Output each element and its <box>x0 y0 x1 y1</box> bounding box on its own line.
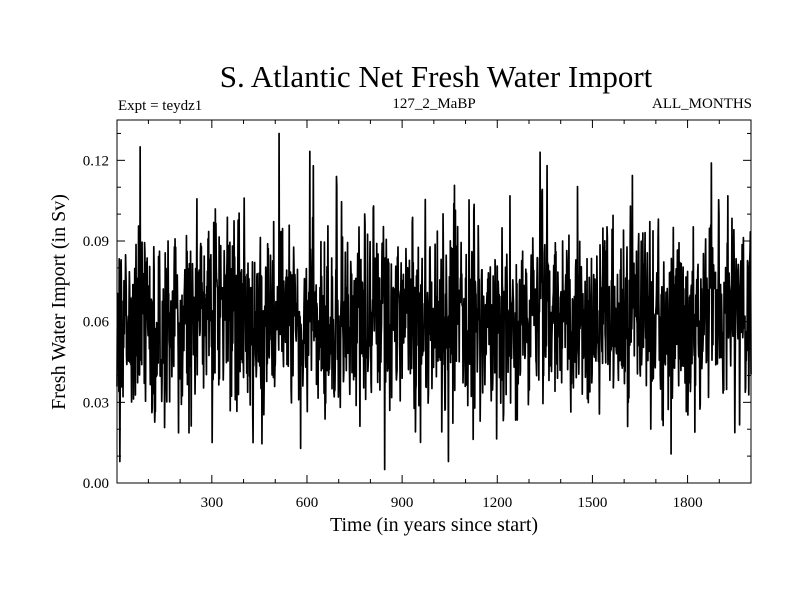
x-axis-label: Time (in years since start) <box>330 514 538 536</box>
x-tick-label: 300 <box>201 495 224 511</box>
y-axis: 0.00 0.03 0.06 0.09 0.12 <box>83 132 751 492</box>
y-tick-label: 0.03 <box>83 395 109 411</box>
chart-subtitle-center: 127_2_MaBP <box>392 96 475 112</box>
x-tick-label: 1500 <box>577 495 607 511</box>
y-tick-label: 0.12 <box>83 153 109 169</box>
x-tick-label: 1200 <box>482 495 512 511</box>
y-tick-label: 0.06 <box>83 315 110 331</box>
chart-subtitle-right: ALL_MONTHS <box>652 96 752 112</box>
x-tick-label: 1800 <box>673 495 703 511</box>
y-tick-label: 0.09 <box>83 234 109 250</box>
x-axis: 300 600 900 1200 1500 1800 <box>147 120 720 511</box>
chart-subtitle-left: Expt = teydz1 <box>118 98 202 114</box>
x-tick-label: 600 <box>296 495 319 511</box>
data-series-line <box>116 132 752 471</box>
y-tick-label: 0.00 <box>83 476 109 492</box>
x-tick-label: 900 <box>391 495 414 511</box>
y-axis-label: Fresh Water Import (in Sv) <box>48 194 70 410</box>
chart-title: S. Atlantic Net Fresh Water Import <box>220 59 653 94</box>
